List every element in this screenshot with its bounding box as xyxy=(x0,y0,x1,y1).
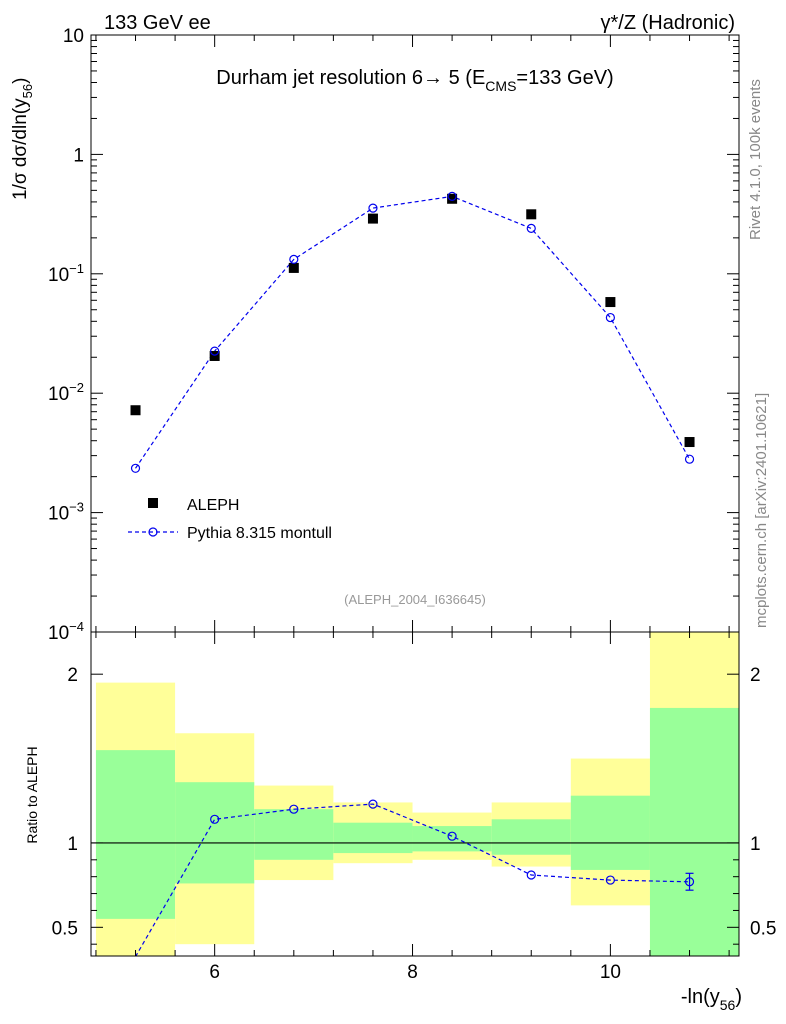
y-tick-label: 10−4 xyxy=(48,619,84,644)
x-tick-label: 6 xyxy=(209,962,220,983)
legend-marker-aleph xyxy=(148,498,158,508)
mc-point xyxy=(605,312,615,323)
ratio-point xyxy=(605,875,615,885)
mcplots-label: mcplots.cern.ch [arXiv:2401.10621] xyxy=(753,393,770,628)
data-point xyxy=(288,262,299,273)
data-point xyxy=(605,297,616,308)
stat-uncertainty-band xyxy=(570,795,650,870)
data-point xyxy=(367,213,378,224)
ratio-y-tick-label: 2 xyxy=(67,665,78,686)
ratio-ylabel: Ratio to ALEPH xyxy=(24,746,40,843)
mc-point xyxy=(289,254,299,265)
plot-title: Durham jet resolution 6→ 5 (ECMS=133 GeV… xyxy=(216,67,613,94)
stat-uncertainty-band xyxy=(333,822,413,854)
data-point xyxy=(447,193,458,204)
header-right: γ*/Z (Hadronic) xyxy=(601,12,735,34)
legend: ALEPH Pythia 8.315 montull xyxy=(128,497,332,542)
ratio-y-tick-label: 1 xyxy=(67,834,78,855)
header-left: 133 GeV ee xyxy=(104,12,211,34)
main-panel: 10 1 10−1 10−2 10−3 10−4 Durham jet resolutio… xyxy=(10,26,740,644)
stat-uncertainty-band xyxy=(412,826,492,852)
legend-label-mc: Pythia 8.315 montull xyxy=(187,525,332,542)
data-point xyxy=(130,405,141,416)
data-point xyxy=(209,350,220,361)
ratio-point xyxy=(289,804,299,814)
data-point xyxy=(526,209,537,220)
y-tick-label: 10 xyxy=(63,26,84,47)
y-tick-label: 1 xyxy=(73,145,84,166)
ratio-point xyxy=(447,831,457,841)
main-frame xyxy=(90,34,740,633)
ratio-y-tick-label-right: 1 xyxy=(750,834,761,855)
stat-uncertainty-band xyxy=(254,809,334,860)
analysis-id: (ALEPH_2004_I636645) xyxy=(344,592,486,607)
legend-marker-mc xyxy=(148,527,158,537)
y-tick-label: 10−2 xyxy=(48,380,84,405)
ratio-point xyxy=(526,870,536,880)
mc-line xyxy=(135,195,691,469)
ratio-y-tick-label-right: 2 xyxy=(750,665,761,686)
mc-point xyxy=(130,463,141,473)
ratio-y-tick-label: 0.5 xyxy=(52,918,78,939)
stat-uncertainty-band xyxy=(649,707,739,956)
x-tick-label: 10 xyxy=(600,962,621,983)
x-tick-label: 8 xyxy=(407,962,418,983)
y-tick-label: 10−1 xyxy=(48,261,84,286)
ratio-point xyxy=(368,799,378,809)
ratio-frame xyxy=(90,631,740,957)
stat-uncertainty-band xyxy=(175,782,255,884)
ratio-point xyxy=(684,877,695,887)
ratio-y-tick-label-right: 0.5 xyxy=(750,918,776,939)
mc-point xyxy=(447,191,457,201)
y-tick-label: 10−3 xyxy=(48,500,84,525)
legend-label-aleph: ALEPH xyxy=(187,497,239,514)
ratio-panel: 0.5 0.5 1 1 2 2 6 8 10 Ratio to ALEPH -ln(y56) xyxy=(24,631,776,1013)
main-ylabel: 1/σ dσ/dln(y56) xyxy=(10,78,35,200)
data-point xyxy=(684,437,695,448)
x-axis-label: -ln(y56) xyxy=(681,986,742,1013)
stat-uncertainty-band xyxy=(95,750,176,919)
stat-uncertainty-band xyxy=(491,819,571,855)
mc-point xyxy=(368,203,378,213)
mc-point xyxy=(210,346,220,356)
mc-point xyxy=(684,454,695,464)
ratio-point xyxy=(210,814,220,824)
ratio-line xyxy=(135,803,690,956)
mc-point xyxy=(526,223,536,234)
rivet-label: Rivet 4.1.0, 100k events xyxy=(747,79,764,240)
